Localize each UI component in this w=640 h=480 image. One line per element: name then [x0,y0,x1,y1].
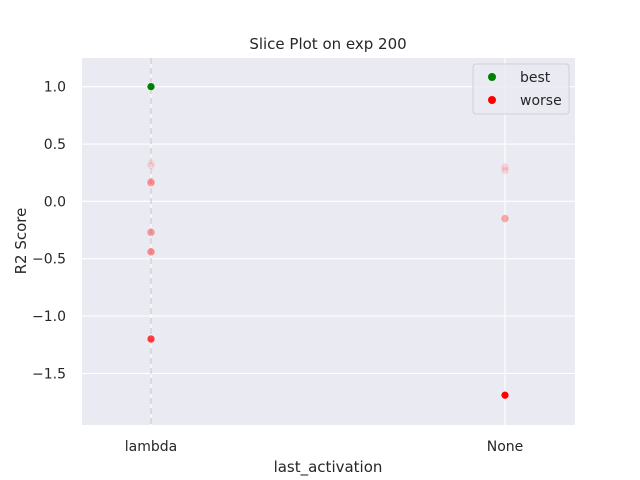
worse-point [146,334,156,344]
chart-title: Slice Plot on exp 200 [249,35,406,53]
y-tick-label: 0.5 [44,137,66,153]
data-points [146,82,510,400]
worse-point [146,177,156,187]
legend-label-best: best [520,70,551,86]
legend-marker-best [488,73,496,81]
worse-point [146,159,156,168]
legend-label-worse: worse [520,93,562,109]
x-axis-label: last_activation [274,458,383,477]
worse-point [146,161,156,171]
best-point [146,82,156,91]
x-tick-labels: lambda None [125,439,524,455]
y-tick-label: −1.0 [32,309,66,325]
legend-box [472,63,570,115]
y-axis-label: R2 Score [12,208,30,275]
worse-point [500,162,510,172]
y-tick-label: −0.5 [32,252,66,268]
worse-point [500,214,510,223]
y-tick-labels: 1.0 0.5 0.0 −0.5 −1.0 −1.5 [32,80,66,383]
plot-area [82,58,575,425]
worse-point [500,390,510,400]
worse-point [146,247,156,257]
x-tick-label: None [487,439,524,455]
worse-point [146,228,156,237]
legend-marker-worse [488,96,496,104]
legend: best worse [472,63,570,115]
worse-point [146,178,156,188]
y-tick-label: 0.0 [44,194,66,210]
x-tick-label: lambda [125,439,177,455]
y-tick-label: −1.5 [32,366,66,382]
worse-point [500,166,510,175]
y-tick-label: 1.0 [44,80,66,96]
